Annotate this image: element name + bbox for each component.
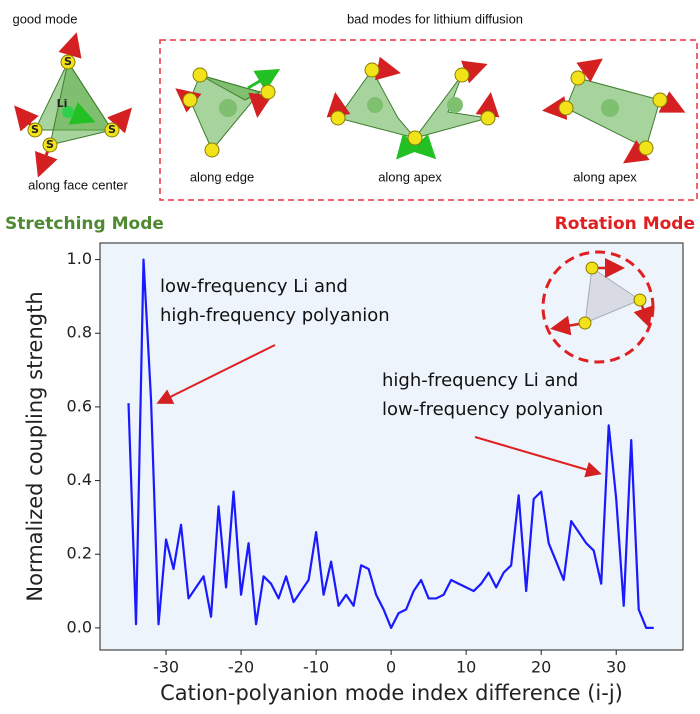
plot-area — [99, 242, 684, 651]
annotation: high-frequency polyanion — [160, 305, 390, 326]
annotation-arrow — [156, 344, 276, 404]
atom-label: S — [46, 138, 54, 151]
y-axis-label: Normalized coupling strength — [23, 291, 47, 601]
caption: along face center — [28, 177, 128, 192]
atom-label: S — [31, 123, 39, 136]
x-tick-label: -10 — [303, 658, 329, 677]
y-tick-label: 0.0 — [67, 617, 92, 636]
x-tick-label: 0 — [386, 658, 396, 677]
y-tick-label: 0.6 — [67, 396, 92, 415]
caption: along apex — [378, 169, 442, 184]
apex-mode-tetrahedra — [326, 56, 500, 160]
good-mode-title: good mode — [12, 11, 77, 26]
stretching-label: Stretching Mode — [5, 214, 164, 234]
good-mode-tetrahedron: S S S S Li — [14, 32, 132, 178]
atom-label: S — [64, 55, 72, 68]
y-tick-label: 0.2 — [67, 544, 92, 563]
y-tick-label: 1.0 — [67, 249, 92, 268]
annotation: low-frequency Li and — [160, 276, 348, 297]
annotation: low-frequency polyanion — [382, 399, 603, 420]
y-tick-label: 0.8 — [67, 323, 92, 342]
bad-modes-title: bad modes for lithium diffusion — [347, 11, 523, 26]
caption: along apex — [573, 169, 637, 184]
chart: 0.0 0.2 0.4 0.6 0.8 1.0 -30 -20 -10 0 10 20 30 Cation… — [23, 242, 684, 705]
bad-modes-box — [159, 39, 698, 201]
x-axis-label: Cation-polyanion mode index difference (… — [160, 681, 623, 705]
illustrations: good mode bad modes for lithium diffusio… — [5, 11, 698, 234]
x-tick-label: 10 — [456, 658, 476, 677]
annotation: high-frequency Li and — [382, 370, 578, 391]
data-line — [127, 258, 654, 629]
x-tick-label: -30 — [153, 658, 179, 677]
atom-label: S — [108, 123, 116, 136]
y-tick-label: 0.4 — [67, 470, 92, 489]
caption: along edge — [190, 169, 254, 184]
inset-tetrahedron — [584, 267, 642, 324]
x-tick-label: -20 — [228, 658, 254, 677]
rotation-label: Rotation Mode — [555, 214, 695, 234]
inset-atom — [585, 261, 599, 275]
inset-atom — [578, 316, 592, 330]
inset-circle — [541, 250, 655, 364]
inset-atom — [633, 293, 647, 307]
x-tick-label: 30 — [606, 658, 626, 677]
atom-label: Li — [57, 97, 68, 110]
annotation-arrow — [474, 436, 602, 478]
edge-mode-tetrahedron — [175, 67, 281, 158]
rotation-mode-tetrahedron — [542, 58, 686, 164]
x-tick-label: 20 — [531, 658, 551, 677]
